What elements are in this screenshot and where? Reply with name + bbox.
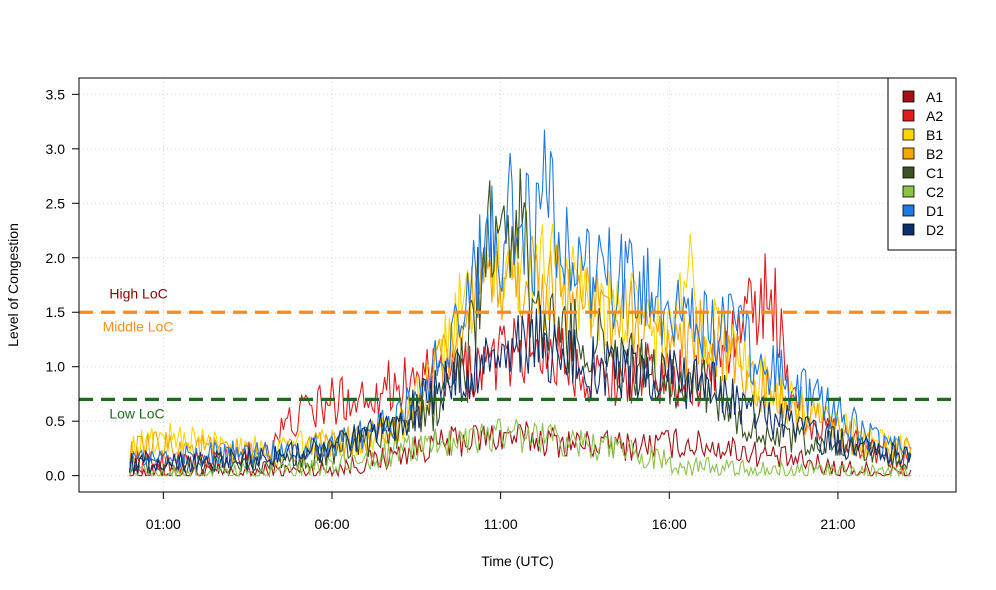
series-line-c2 (129, 417, 911, 478)
legend-swatch (902, 223, 915, 236)
legend-label: A2 (926, 108, 943, 124)
legend-swatch (902, 109, 915, 122)
series-line-a1 (129, 421, 912, 478)
legend-swatch (902, 90, 915, 103)
x-tick-label: 06:00 (314, 516, 349, 532)
legend-label: C1 (926, 165, 944, 181)
legend-label: B1 (926, 127, 943, 143)
legend-label: B2 (926, 146, 943, 162)
series-line-d2 (129, 304, 912, 475)
series-line-c1 (129, 168, 912, 477)
y-tick-label: 1.5 (46, 304, 66, 320)
y-tick-label: 1.0 (46, 359, 66, 375)
legend-label: D1 (926, 203, 944, 219)
x-axis: 01:00 06:00 11:00 16:00 21:00 (146, 491, 856, 532)
legend-label: A1 (926, 89, 943, 105)
y-tick-label: 2.0 (46, 250, 66, 266)
x-tick-label: 11:00 (484, 516, 518, 532)
legend: A1 A2 B1 B2 C1 C2 D1 D2 (887, 77, 957, 251)
reference-lines (79, 310, 956, 401)
x-axis-title: Time (UTC) (481, 553, 554, 569)
legend-label: D2 (926, 222, 944, 238)
legend-swatch (902, 185, 915, 198)
y-tick-label: 3.5 (46, 86, 66, 102)
annotation-label: Middle LoC (103, 318, 174, 334)
y-tick-label: 0.5 (46, 413, 66, 429)
x-tick-label: 16:00 (652, 516, 687, 532)
legend-swatch (902, 204, 915, 217)
y-axis-title: Level of Congestion (5, 223, 21, 347)
series-line-a2 (129, 253, 912, 475)
annotation-label: Low LoC (109, 406, 164, 422)
y-tick-label: 2.5 (46, 195, 66, 211)
legend-box (887, 77, 957, 251)
y-axis: 0.0 0.5 1.0 1.5 2.0 2.5 3.0 3.5 (46, 86, 80, 484)
x-tick-label: 01:00 (146, 516, 181, 532)
legend-swatch (902, 166, 915, 179)
annotations: High LoC Middle LoC Low LoC (103, 286, 174, 422)
y-tick-label: 0.0 (46, 468, 66, 484)
legend-label: C2 (926, 184, 944, 200)
series-layer (129, 129, 912, 478)
legend-swatch (902, 128, 915, 141)
y-tick-label: 3.0 (46, 141, 66, 157)
x-tick-label: 21:00 (820, 516, 855, 532)
legend-swatch (902, 147, 915, 160)
annotation-label: High LoC (109, 286, 167, 302)
